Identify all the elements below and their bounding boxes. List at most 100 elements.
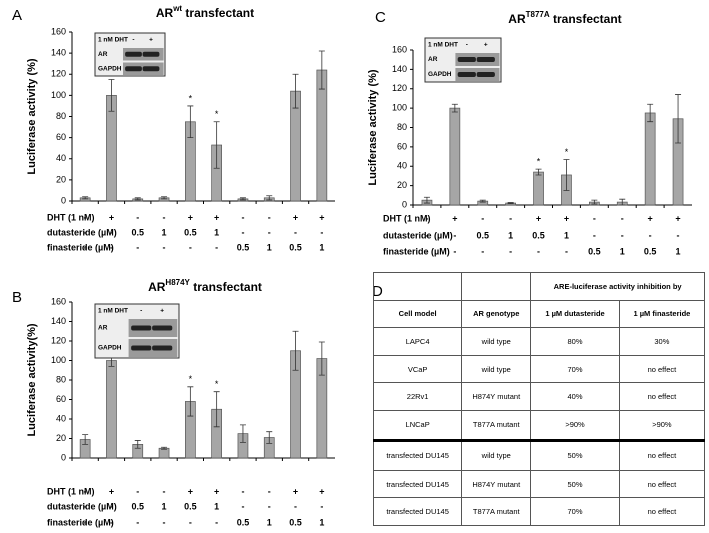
y-tick-label: 40 xyxy=(56,413,66,423)
table-cell: H874Y mutant xyxy=(461,382,532,411)
condition-value: - xyxy=(163,242,166,252)
inset-header: 1 nM DHT xyxy=(98,37,128,44)
table-row: transfected DU145 H874Y mutant 50% no effec… xyxy=(372,469,706,499)
table-group: LAPC4 wild type 80% 30% VCaP wild type 70% no e… xyxy=(372,327,706,441)
error-bar xyxy=(591,199,598,205)
condition-value: - xyxy=(453,246,456,256)
condition-value: - xyxy=(677,230,680,240)
inset-lane: + xyxy=(149,37,153,44)
table-cell: VCaP xyxy=(372,354,463,384)
condition-value: - xyxy=(163,517,166,527)
condition-value: - xyxy=(84,242,87,252)
condition-value: - xyxy=(425,213,428,223)
chart-title: ART877A transfectant xyxy=(508,10,621,26)
table-cell: 70% xyxy=(530,354,620,384)
error-bar xyxy=(451,103,458,113)
condition-value: - xyxy=(320,501,323,511)
condition-value: 0.5 xyxy=(476,230,489,240)
column-header: AR genotype xyxy=(461,299,532,329)
condition-value: 0.5 xyxy=(184,227,197,237)
y-tick-label: 80 xyxy=(397,122,407,132)
table-cell: 70% xyxy=(530,497,620,526)
y-tick-label: 40 xyxy=(56,153,66,163)
significance-marker: * xyxy=(215,109,219,119)
header-row: ARE-luciferase activity inhibition by xyxy=(372,272,705,301)
significance-marker: * xyxy=(537,157,541,167)
inset-lane: + xyxy=(484,42,488,49)
condition-value: + xyxy=(188,486,193,496)
error-bar xyxy=(108,79,115,112)
condition-value: 1 xyxy=(319,517,324,527)
condition-value: 1 xyxy=(267,517,272,527)
condition-value: + xyxy=(214,486,219,496)
blot-band xyxy=(476,57,495,62)
blot-band xyxy=(125,66,142,72)
table-head: ARE-luciferase activity inhibition by Cel… xyxy=(372,272,706,329)
bar xyxy=(644,112,656,206)
significance-marker: * xyxy=(189,93,193,103)
panel-label: B xyxy=(12,289,22,306)
condition-value: 1 xyxy=(676,246,681,256)
condition-value: - xyxy=(621,213,624,223)
condition-value: - xyxy=(136,486,139,496)
bar xyxy=(106,360,117,459)
table-cell: transfected DU145 xyxy=(372,469,463,499)
inset-row-label: GAPDH xyxy=(428,71,452,78)
condition-label: dutasteride (µM) xyxy=(47,227,117,237)
table-cell: 50% xyxy=(530,469,620,499)
condition-value: - xyxy=(509,246,512,256)
blot-band xyxy=(142,51,160,57)
condition-value: + xyxy=(319,212,324,222)
inset-row-label: GAPDH xyxy=(98,345,122,352)
title-text: AR xyxy=(148,280,166,294)
condition-value: 0.5 xyxy=(588,246,601,256)
condition-value: + xyxy=(188,212,193,222)
condition-value: - xyxy=(110,517,113,527)
condition-value: - xyxy=(84,227,87,237)
title-rest: transfectant xyxy=(182,6,254,20)
condition-value: - xyxy=(110,501,113,511)
table-cell: no effect xyxy=(618,354,706,384)
inset-row-label: GAPDH xyxy=(98,65,122,72)
table-cell: no effect xyxy=(618,382,706,411)
column-header: 1 µM finasteride xyxy=(618,299,706,329)
table-cell: LAPC4 xyxy=(372,327,463,356)
error-bar xyxy=(82,196,89,200)
condition-value: - xyxy=(565,246,568,256)
condition-value: - xyxy=(621,230,624,240)
condition-value: + xyxy=(109,212,114,222)
blot-band xyxy=(476,72,495,77)
condition-value: - xyxy=(84,501,87,511)
error-bar xyxy=(187,386,194,417)
y-tick-label: 160 xyxy=(392,44,407,54)
table-cell: wild type xyxy=(461,354,532,384)
condition-value: - xyxy=(163,212,166,222)
table-group: transfected DU145 wild type 50% no effect tr… xyxy=(372,438,706,526)
error-bar xyxy=(318,50,325,90)
condition-value: - xyxy=(481,213,484,223)
table-cell: 30% xyxy=(618,327,706,356)
condition-value: 1 xyxy=(162,227,167,237)
condition-value: 1 xyxy=(508,230,513,240)
bar xyxy=(533,171,544,206)
condition-value: - xyxy=(163,486,166,496)
condition-value: + xyxy=(293,486,298,496)
table-row: transfected DU145 T877A mutant 70% no effec… xyxy=(372,497,706,526)
bar xyxy=(449,107,461,206)
y-tick-label: 120 xyxy=(51,69,66,79)
condition-value: - xyxy=(84,517,87,527)
error-bar xyxy=(187,105,194,139)
condition-label: finasteride (µM) xyxy=(47,517,114,527)
table-row: LAPC4 wild type 80% 30% xyxy=(372,327,706,356)
column-header: 1 µM dutasteride xyxy=(530,299,620,329)
error-bar xyxy=(266,195,273,201)
y-tick-label: 80 xyxy=(56,111,66,121)
condition-value: - xyxy=(294,227,297,237)
table-cell: no effect xyxy=(618,469,706,499)
condition-value: 0.5 xyxy=(289,242,302,252)
table-cell: wild type xyxy=(461,327,532,356)
condition-value: - xyxy=(241,212,244,222)
condition-label: DHT (1 nM) xyxy=(47,212,95,222)
table-row: LNCaP T877A mutant >90% >90% xyxy=(372,409,706,441)
condition-value: - xyxy=(268,212,271,222)
